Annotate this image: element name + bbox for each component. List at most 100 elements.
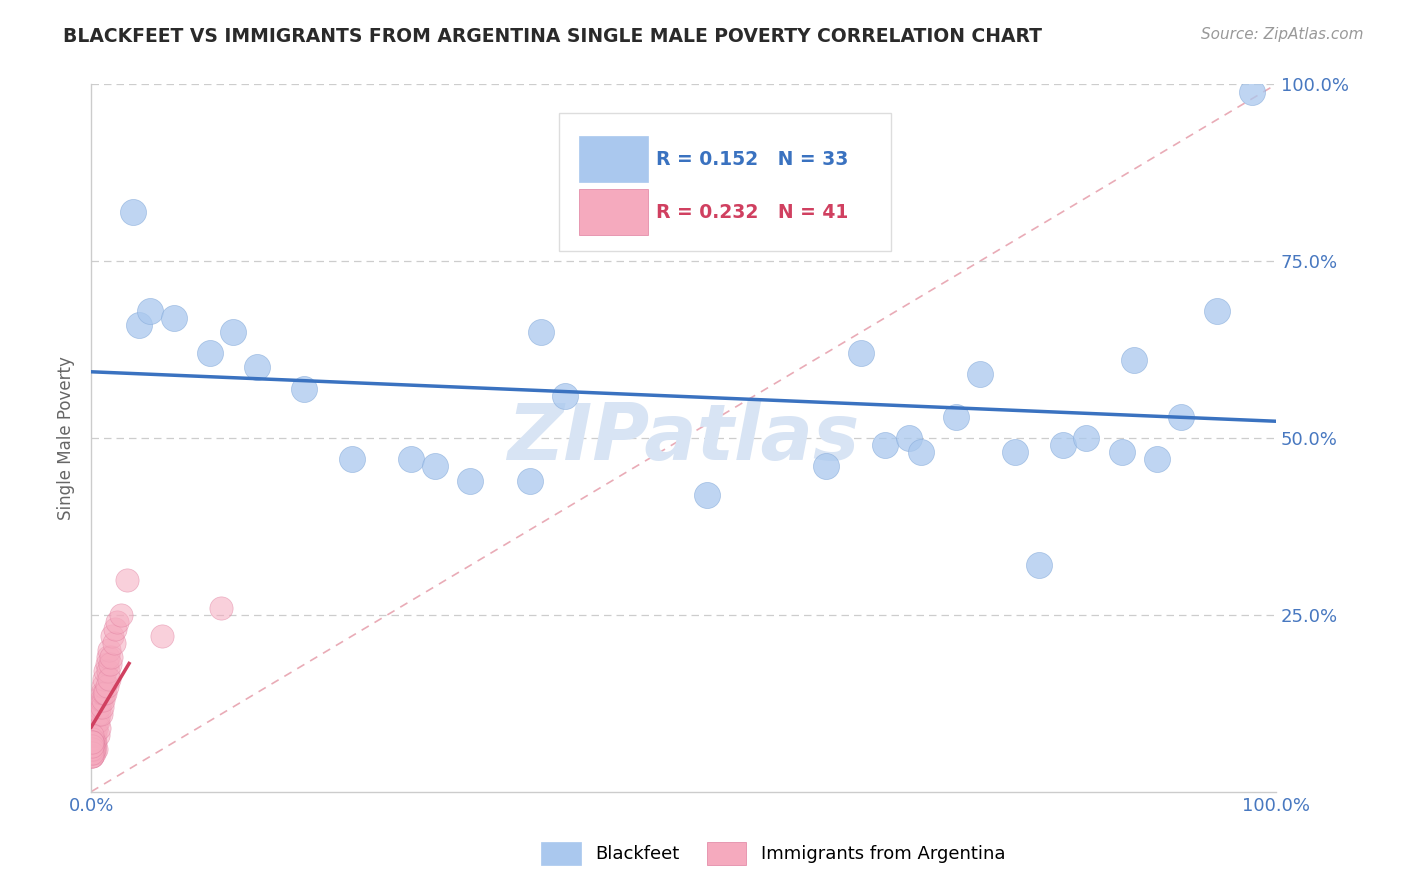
Point xyxy=(423,459,446,474)
Point xyxy=(969,368,991,382)
Point xyxy=(87,728,110,742)
Point xyxy=(554,389,576,403)
Point xyxy=(82,735,104,749)
Point xyxy=(90,706,112,721)
Point xyxy=(1004,445,1026,459)
Point xyxy=(83,735,105,749)
Point xyxy=(89,706,111,721)
Point xyxy=(121,204,143,219)
Point xyxy=(83,735,105,749)
Point xyxy=(399,452,422,467)
Point xyxy=(82,735,104,749)
Point xyxy=(82,739,104,753)
Point xyxy=(82,739,104,753)
FancyBboxPatch shape xyxy=(560,112,891,251)
Point xyxy=(211,600,233,615)
Point xyxy=(340,452,363,467)
Point xyxy=(82,746,104,760)
Point xyxy=(82,749,104,764)
Point xyxy=(82,735,104,749)
Point xyxy=(103,636,125,650)
Point xyxy=(83,735,105,749)
Point xyxy=(82,742,104,756)
Point xyxy=(82,746,104,760)
Point xyxy=(1146,452,1168,467)
Text: R = 0.232   N = 41: R = 0.232 N = 41 xyxy=(657,203,849,222)
Point xyxy=(83,742,105,756)
Point xyxy=(97,650,120,665)
Point xyxy=(93,672,115,686)
Point xyxy=(94,665,117,679)
Point xyxy=(91,679,114,693)
Text: R = 0.152   N = 33: R = 0.152 N = 33 xyxy=(657,150,849,169)
Point xyxy=(97,665,120,679)
Point xyxy=(814,459,837,474)
Point xyxy=(91,692,114,706)
Point xyxy=(1052,438,1074,452)
Point xyxy=(1122,353,1144,368)
Point xyxy=(150,629,173,643)
Point xyxy=(294,382,316,396)
Point xyxy=(90,686,112,700)
Text: Source: ZipAtlas.com: Source: ZipAtlas.com xyxy=(1201,27,1364,42)
Point xyxy=(83,728,105,742)
Point xyxy=(97,643,120,657)
Point xyxy=(82,749,104,764)
Point xyxy=(82,742,104,756)
Point xyxy=(83,746,105,760)
Legend: Blackfeet, Immigrants from Argentina: Blackfeet, Immigrants from Argentina xyxy=(534,835,1012,872)
Point xyxy=(82,731,104,746)
Point xyxy=(98,657,121,672)
Point xyxy=(163,310,186,325)
Y-axis label: Single Male Poverty: Single Male Poverty xyxy=(58,356,75,520)
Point xyxy=(851,346,873,360)
Point xyxy=(86,706,108,721)
Point xyxy=(84,742,107,756)
Point xyxy=(87,714,110,728)
Point xyxy=(139,303,162,318)
Point xyxy=(128,318,150,332)
FancyBboxPatch shape xyxy=(579,189,648,235)
Point xyxy=(93,686,115,700)
Point xyxy=(897,431,920,445)
FancyBboxPatch shape xyxy=(579,136,648,182)
Point xyxy=(96,679,118,693)
Point xyxy=(82,742,104,756)
Point xyxy=(1205,303,1227,318)
Point xyxy=(97,672,120,686)
Point xyxy=(110,607,132,622)
Point xyxy=(89,721,111,735)
Point xyxy=(82,749,104,764)
Point xyxy=(115,573,138,587)
Point xyxy=(873,438,896,452)
Point xyxy=(89,699,111,714)
Point xyxy=(1241,85,1264,99)
Point xyxy=(222,325,245,339)
Point xyxy=(104,622,127,636)
Point xyxy=(945,409,967,424)
Point xyxy=(96,657,118,672)
Point xyxy=(94,686,117,700)
Point xyxy=(910,445,932,459)
Point xyxy=(519,474,541,488)
Point xyxy=(246,360,269,375)
Point xyxy=(86,714,108,728)
Point xyxy=(83,739,105,753)
Text: BLACKFEET VS IMMIGRANTS FROM ARGENTINA SINGLE MALE POVERTY CORRELATION CHART: BLACKFEET VS IMMIGRANTS FROM ARGENTINA S… xyxy=(63,27,1042,45)
Point xyxy=(1028,558,1050,573)
Point xyxy=(90,692,112,706)
Point xyxy=(458,474,481,488)
Point xyxy=(82,739,104,753)
Point xyxy=(90,699,112,714)
Point xyxy=(105,615,128,629)
Point xyxy=(1076,431,1098,445)
Point xyxy=(83,742,105,756)
Point xyxy=(101,629,124,643)
Point xyxy=(100,650,122,665)
Point xyxy=(198,346,221,360)
Point xyxy=(83,728,105,742)
Point xyxy=(82,735,104,749)
Point xyxy=(696,488,718,502)
Point xyxy=(530,325,553,339)
Text: ZIPatlas: ZIPatlas xyxy=(508,401,859,476)
